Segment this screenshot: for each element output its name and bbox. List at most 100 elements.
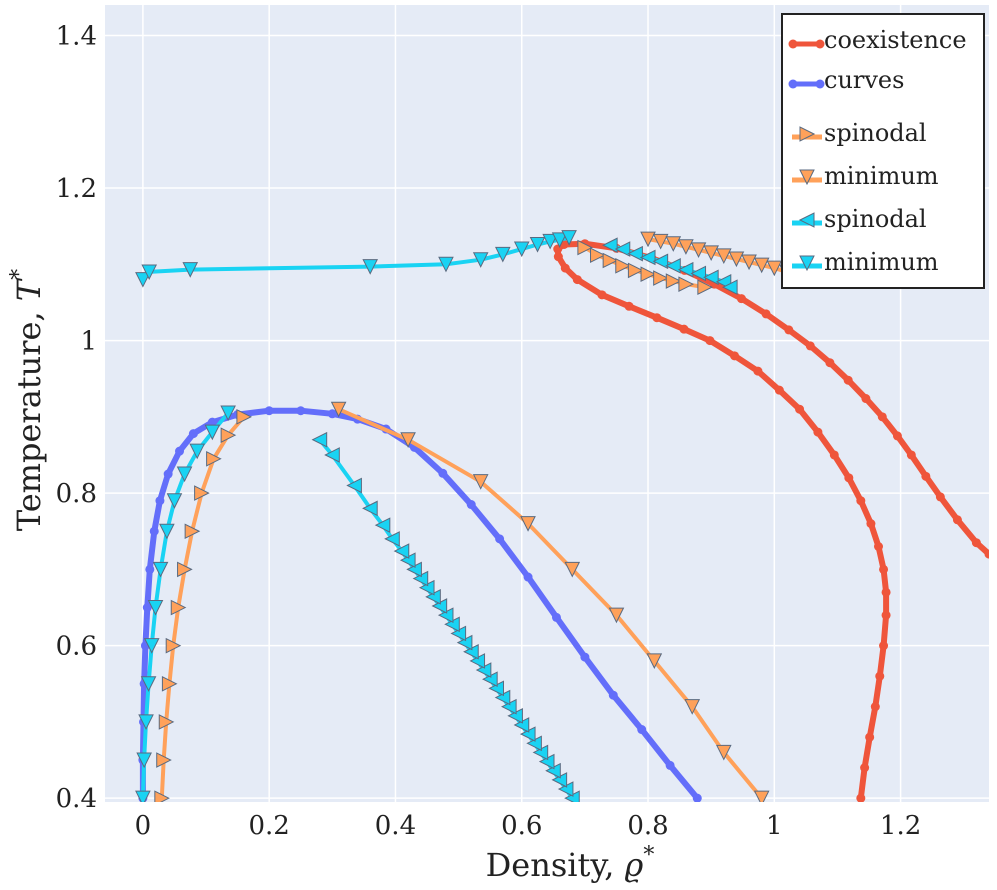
data-point (665, 236, 682, 252)
data-point (721, 279, 738, 296)
data-point (135, 272, 151, 288)
x-axis-sup: * (643, 843, 654, 868)
legend-label: minimum (824, 162, 939, 190)
series-line (139, 407, 701, 802)
data-point (438, 256, 454, 273)
legend-marker (788, 79, 798, 89)
legend-item: minimum (792, 248, 939, 276)
x-tick-label: 1.2 (880, 811, 921, 841)
data-point (572, 275, 582, 285)
legend-label: curves (824, 66, 904, 94)
data-point (204, 424, 221, 441)
data-point (692, 793, 702, 802)
data-point (551, 232, 568, 249)
data-point (640, 266, 657, 283)
data-point (690, 242, 707, 258)
data-point (813, 427, 823, 437)
data-point (843, 375, 853, 385)
data-point (825, 358, 835, 368)
y-axis-title-text: Temperature, (10, 301, 48, 531)
data-point (561, 230, 577, 246)
x-tick-labels: 0 0.2 0.4 0.6 0.8 1 1.2 (135, 811, 922, 841)
data-point (158, 714, 175, 730)
data-point (495, 534, 505, 544)
data-point (472, 474, 489, 490)
data-point (393, 543, 410, 559)
data-point (906, 450, 916, 460)
data-point (646, 653, 663, 670)
data-point (136, 752, 152, 769)
series-line (159, 414, 246, 801)
data-point (194, 485, 210, 501)
x-axis-title-text: Density, (486, 846, 625, 884)
data-point (147, 600, 164, 616)
data-point (553, 252, 563, 262)
data-point (728, 251, 745, 268)
data-point (984, 549, 989, 559)
data-point (703, 269, 719, 286)
data-point (602, 252, 619, 269)
data-point (189, 443, 205, 460)
data-point (165, 637, 182, 654)
y-axis-sup: * (7, 269, 32, 280)
data-point (684, 699, 701, 715)
data-point (665, 258, 681, 274)
data-point (170, 599, 187, 616)
data-point (542, 233, 558, 250)
data-point (921, 471, 931, 481)
data-point (678, 276, 695, 292)
data-point (159, 523, 175, 540)
data-point (881, 587, 891, 597)
data-point (715, 744, 732, 761)
data-point (142, 603, 152, 613)
data-point (875, 671, 885, 681)
data-point (472, 252, 489, 268)
data-point (236, 409, 253, 425)
data-point (861, 394, 871, 404)
data-point (639, 249, 656, 266)
data-point (135, 790, 151, 802)
data-point (362, 259, 379, 275)
data-point (679, 324, 689, 334)
data-point (494, 246, 511, 263)
legend-marker (799, 255, 815, 272)
legend-item: coexistence (788, 26, 967, 54)
legend-marker (815, 39, 825, 49)
data-point (690, 265, 707, 282)
data-point (513, 241, 530, 258)
y-tick-label: 1.4 (56, 22, 97, 52)
data-point (564, 561, 581, 578)
data-point (182, 262, 199, 278)
data-point (652, 313, 662, 323)
data-point (155, 496, 165, 506)
data-point (736, 294, 746, 304)
x-axis-title: Density, ϱ* (486, 843, 655, 884)
data-point (175, 446, 185, 456)
data-point (753, 790, 770, 802)
data-point (161, 675, 178, 692)
data-point (753, 257, 770, 274)
data-point (870, 702, 880, 712)
data-point (627, 262, 644, 279)
series-layer (135, 230, 989, 802)
data-point (952, 515, 962, 525)
data-point (774, 385, 784, 395)
legend-item: curves (788, 66, 904, 94)
legend-label: spinodal (824, 119, 927, 147)
legend-marker (788, 39, 798, 49)
x-tick-label: 0 (135, 811, 152, 841)
y-tick-label: 0.8 (56, 479, 97, 509)
x-tick-label: 0.2 (248, 811, 289, 841)
data-point (741, 254, 757, 271)
data-point (551, 612, 561, 622)
data-point (602, 237, 618, 254)
series-minimum (135, 405, 236, 802)
data-point (296, 406, 306, 416)
data-point (206, 450, 222, 467)
data-point (466, 500, 476, 510)
data-point (384, 531, 400, 547)
data-point (971, 538, 981, 548)
legend-item: minimum (792, 162, 939, 190)
data-point (640, 231, 656, 248)
